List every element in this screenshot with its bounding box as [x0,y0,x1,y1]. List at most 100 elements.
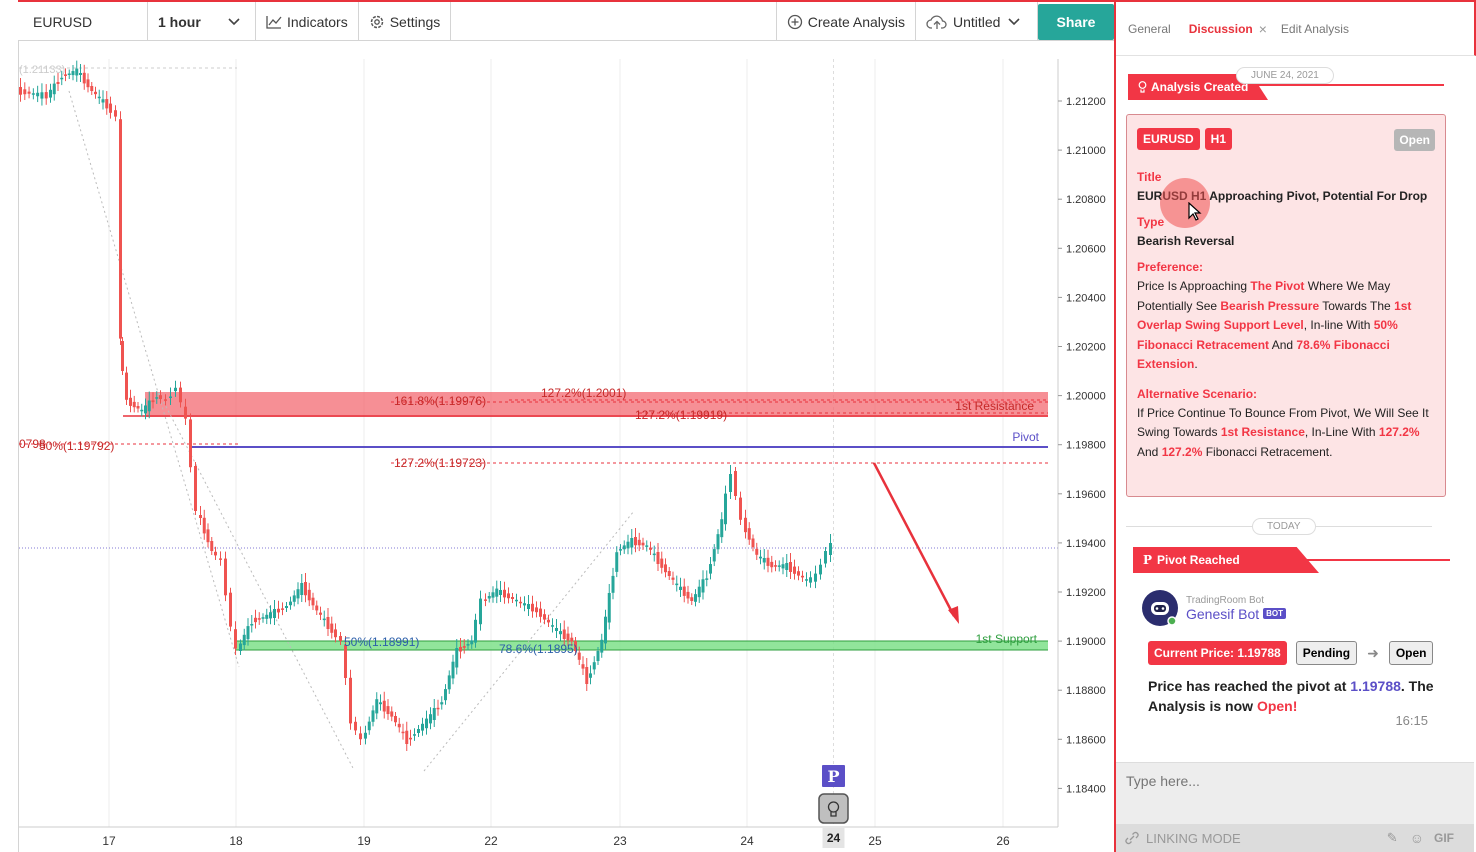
create-analysis-label: Create Analysis [807,13,905,30]
candle-body [592,662,596,670]
link-icon [1125,831,1139,845]
candle-body [679,586,682,590]
analysis-card: EURUSD H1 Open Title EURUSD H1 Approachin… [1126,114,1446,497]
interval-dropdown[interactable]: 1 hour [148,2,256,41]
emoji-icon[interactable]: ☺ [1409,830,1424,846]
bot-avatar[interactable] [1142,590,1178,626]
candle-body [334,629,337,638]
left-border [18,0,19,852]
chevron-down-icon [1008,17,1021,25]
candle-body [507,593,510,599]
candle-body [121,341,124,371]
message-composer [1116,762,1474,824]
candle-body [781,564,785,569]
candle-body [224,558,227,596]
fib-50-left-label: 50%(1.19792) [39,439,114,453]
candle-body [140,409,144,412]
y-tick-label: 1.19200 [1066,587,1106,599]
y-tick-label: 1.18800 [1066,685,1106,697]
date-pill-today: TODAY [1252,518,1316,535]
candle-body [527,604,530,609]
pivot-marker[interactable]: P [822,765,845,787]
candle-body [462,646,466,648]
untitled-dropdown[interactable]: Untitled [916,2,1038,41]
candle-body [824,551,827,564]
linking-mode-label[interactable]: LINKING MODE [1146,830,1241,846]
chart-toolbar: EURUSD 1 hour Indicators Settings Create… [18,0,1114,41]
candle-body [159,395,162,400]
price-chart[interactable]: 161.8%(1.19976) 127.2%(1.2001) 127.2%(1.… [19,41,1114,852]
untitled-label: Untitled [953,13,1001,30]
lightbulb-icon[interactable] [818,793,849,824]
open-chip: Open [1388,641,1434,665]
candle-body [570,637,574,642]
candle-body [535,607,538,613]
tab-discussion[interactable]: Discussion [1188,21,1253,36]
fib-1618-label: 161.8%(1.19976) [394,394,486,408]
settings-button[interactable]: Settings [359,2,452,41]
bot-name[interactable]: Genesif Bot [1186,605,1260,622]
ribbon1-label: Analysis Created [1151,80,1249,94]
candle-body [375,699,379,714]
candle-body [174,387,177,392]
candle-body [645,545,649,547]
candle-body [432,708,436,720]
resistance-label: 1st Resistance [955,399,1034,413]
candle-body [307,589,311,601]
preference-text: Price Is Approaching The Pivot Where We … [1137,279,1412,371]
candle-body [417,729,420,733]
candle-body [71,71,75,76]
share-button[interactable]: Share [1038,4,1114,40]
top-left-label: (1.21133) [19,64,65,76]
candle-body [405,730,409,744]
pivot-label: Pivot [1012,430,1039,444]
indicators-button[interactable]: Indicators [256,2,359,41]
candle-body [40,92,44,99]
title-label: Title [1137,170,1162,184]
tab-close-icon[interactable]: × [1258,20,1267,37]
candle-body [44,92,48,99]
support-label: 1st Support [976,632,1038,646]
symbol-field[interactable]: EURUSD [18,2,148,41]
y-tick-label: 1.19400 [1066,538,1106,550]
bot-message: Price has reached the pivot at 1.19788. … [1148,678,1434,714]
left-cut-label: 0798 [19,437,46,451]
candle-body [466,644,470,646]
candle-body [559,631,562,635]
gif-button[interactable]: GIF [1434,831,1454,845]
candle-body [701,579,705,593]
x-tick-label: 17 [102,834,116,848]
candle-body [459,647,462,652]
candle-body [793,566,796,574]
candle-body [229,592,232,627]
candle-body [543,614,546,620]
candle-body [319,612,322,615]
candle-body [801,575,804,578]
candle-body [809,577,812,583]
timeline-line-1 [1250,84,1444,86]
tab-general[interactable]: General [1128,21,1171,36]
candle-body [285,606,288,608]
candle-body [413,734,416,736]
candle-body [129,397,132,406]
candle-body [394,716,397,723]
candle-body [491,592,495,598]
candle-body [401,731,405,734]
candle-body [739,497,742,520]
message-input[interactable] [1116,763,1474,799]
candle-body [119,119,122,339]
p-icon: P [1143,553,1153,567]
tab-edit-analysis[interactable]: Edit Analysis [1280,21,1349,36]
candle-body [246,626,250,640]
swing-dotted-1 [68,90,240,668]
candle-body [344,645,347,678]
attachment-icon[interactable]: ✎ [1386,830,1398,845]
create-analysis-button[interactable]: Create Analysis [777,2,916,41]
message-time: 16:15 [1395,713,1428,728]
panel-tabs: General Discussion × Edit Analysis [1116,0,1476,56]
candle-body [682,586,686,596]
candle-body [296,589,300,599]
candle-body [660,558,664,568]
candle-body [82,72,86,84]
plus-circle-icon [787,14,802,29]
